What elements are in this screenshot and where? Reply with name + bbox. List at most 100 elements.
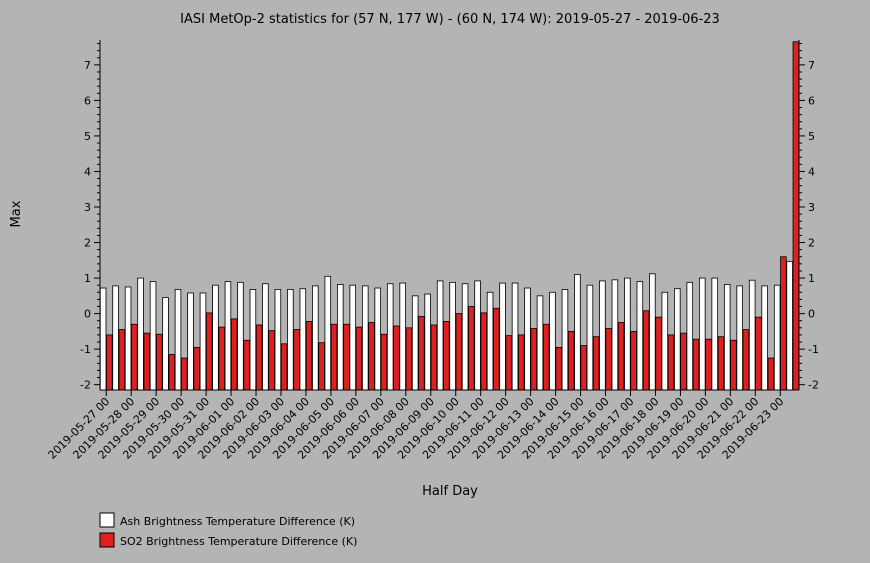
ash-bar-38 xyxy=(574,274,581,391)
so2-bar-36 xyxy=(555,346,562,391)
y-tick-label-left: -1 xyxy=(80,343,91,356)
ash-bar-51 xyxy=(736,285,743,391)
ash-bar-33 xyxy=(511,282,519,391)
legend-label-ash: Ash Brightness Temperature Difference (K… xyxy=(120,515,355,528)
ash-bar-12 xyxy=(249,289,257,391)
ash-bar-16 xyxy=(299,288,307,391)
so2-bar-23 xyxy=(393,325,400,391)
ash-bar-41 xyxy=(611,279,619,391)
ash-bar-20 xyxy=(349,284,357,391)
so2-bar-15 xyxy=(293,329,300,391)
ash-bar-9 xyxy=(212,284,219,391)
ash-bar-32 xyxy=(499,282,506,391)
so2-bar-53 xyxy=(767,357,775,391)
ash-bar-15 xyxy=(287,289,294,391)
y-tick-label-left: 3 xyxy=(84,201,91,214)
y-tick-label-left: 7 xyxy=(84,59,91,72)
y-tick-label-left: 4 xyxy=(84,165,91,178)
ash-bar-40 xyxy=(599,280,606,391)
ash-bar-50 xyxy=(723,284,731,391)
ash-bar-42 xyxy=(624,277,631,391)
y-tick-label-left: 1 xyxy=(84,272,91,285)
so2-bar-49 xyxy=(717,336,725,391)
legend: Ash Brightness Temperature Difference (K… xyxy=(99,512,357,548)
so2-bar-10 xyxy=(230,318,238,391)
so2-bar-40 xyxy=(605,328,612,391)
so2-bar-41 xyxy=(617,322,625,391)
ash-bar-54 xyxy=(773,284,781,391)
so2-bar-19 xyxy=(343,323,350,391)
ash-bar-37 xyxy=(561,289,569,391)
bars-group xyxy=(99,41,800,391)
ash-bar-27 xyxy=(436,280,444,391)
y-tick-label-right: 1 xyxy=(808,272,815,285)
so2-bar-1 xyxy=(118,329,126,391)
ash-bar-55 xyxy=(786,260,793,391)
so2-bar-35 xyxy=(542,323,550,391)
y-tick-label-left: 2 xyxy=(84,237,91,250)
so2-bar-31 xyxy=(493,307,500,391)
y-tick-label-right: -2 xyxy=(808,379,819,392)
so2-bar-47 xyxy=(692,338,700,391)
ash-bar-26 xyxy=(424,293,431,391)
ash-bar-8 xyxy=(199,292,207,391)
so2-bar-38 xyxy=(580,345,587,391)
ash-bar-13 xyxy=(262,283,269,391)
ash-bar-29 xyxy=(461,283,469,391)
ash-bar-46 xyxy=(674,288,681,391)
ash-bar-4 xyxy=(149,281,157,391)
ash-bar-5 xyxy=(162,297,169,391)
y-axis-label: Max xyxy=(9,200,24,227)
so2-bar-28 xyxy=(455,313,463,391)
so2-bar-3 xyxy=(143,332,151,391)
so2-bar-39 xyxy=(592,336,600,391)
ash-bar-19 xyxy=(337,284,344,391)
ash-bar-23 xyxy=(386,283,394,391)
y-tick-label-left: 5 xyxy=(84,130,91,143)
so2-bar-42 xyxy=(630,330,637,391)
ash-bar-52 xyxy=(748,279,756,391)
ash-bar-1 xyxy=(112,285,119,391)
ash-bar-36 xyxy=(549,291,556,391)
ash-bar-47 xyxy=(686,281,694,391)
ash-bar-39 xyxy=(586,284,594,391)
ash-bar-3 xyxy=(137,277,144,391)
so2-bar-22 xyxy=(380,333,388,391)
so2-bar-52 xyxy=(755,316,762,391)
so2-bar-34 xyxy=(530,328,538,391)
ash-bar-49 xyxy=(711,277,719,391)
so2-bar-20 xyxy=(355,326,363,391)
ash-bar-44 xyxy=(649,273,656,391)
so2-bar-5 xyxy=(168,354,176,391)
so2-bar-24 xyxy=(405,327,413,391)
so2-bar-14 xyxy=(280,343,288,391)
so2-bar-18 xyxy=(330,323,338,391)
so2-bar-8 xyxy=(205,312,213,391)
ash-bar-18 xyxy=(324,275,332,391)
so2-bar-27 xyxy=(443,321,450,391)
ash-bar-6 xyxy=(174,289,182,391)
ash-bar-34 xyxy=(524,287,531,391)
so2-bar-9 xyxy=(218,326,225,391)
so2-bar-51 xyxy=(742,329,750,391)
so2-bar-2 xyxy=(131,323,138,391)
y-tick-label-right: 7 xyxy=(808,59,815,72)
so2-bar-16 xyxy=(305,321,313,391)
y-tick-label-left: -2 xyxy=(80,379,91,392)
x-axis-label: Half Day xyxy=(422,484,478,499)
ash-bar-30 xyxy=(474,280,481,391)
y-tick-label-right: 2 xyxy=(808,237,815,250)
so2-bar-32 xyxy=(505,335,513,391)
ash-bar-10 xyxy=(224,281,232,391)
ash-bar-0 xyxy=(99,287,107,391)
so2-bar-37 xyxy=(567,330,575,391)
ash-bar-2 xyxy=(124,286,132,391)
ash-bar-28 xyxy=(449,281,456,391)
y-tick-label-right: 6 xyxy=(808,94,815,107)
ash-bar-22 xyxy=(374,287,381,391)
so2-bar-46 xyxy=(680,332,687,391)
so2-bar-21 xyxy=(368,322,375,391)
ash-bar-11 xyxy=(237,281,244,391)
